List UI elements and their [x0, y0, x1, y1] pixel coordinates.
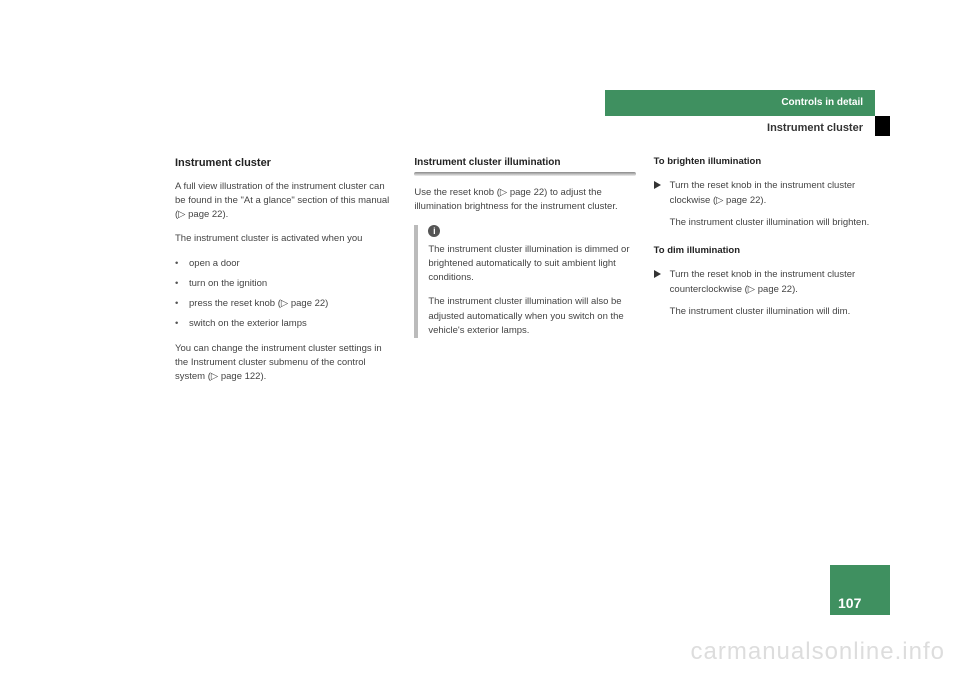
action-result: The instrument cluster illumination will… — [654, 305, 875, 319]
text: page 122). — [218, 371, 266, 382]
watermark: carmanualsonline.info — [691, 638, 945, 666]
paragraph: The instrument cluster illumination will… — [428, 295, 635, 338]
paragraph: The instrument cluster illumination is d… — [428, 243, 635, 286]
action-result: The instrument cluster illumination will… — [654, 216, 875, 230]
column-2: Instrument cluster illumination Use the … — [414, 155, 635, 394]
text: You can change the instrument cluster se… — [175, 343, 382, 383]
thumb-index-mark — [875, 116, 890, 136]
triangle-icon — [654, 181, 661, 189]
paragraph: A full view illustration of the instrume… — [175, 180, 396, 223]
paragraph: You can change the instrument cluster se… — [175, 342, 396, 385]
paragraph: The instrument cluster is activated when… — [175, 232, 396, 246]
text: press the reset knob ( — [189, 298, 281, 309]
column-1: Instrument cluster A full view illustrat… — [175, 155, 396, 394]
info-icon: i — [428, 225, 440, 237]
header-block: Controls in detail Instrument cluster — [605, 90, 875, 134]
procedure-heading: To dim illumination — [654, 244, 875, 258]
list-item: switch on the exterior lamps — [175, 317, 396, 331]
text: page 22). — [723, 195, 766, 206]
content-columns: Instrument cluster A full view illustrat… — [175, 155, 875, 394]
text: page 22). — [755, 284, 798, 295]
subsection-heading: Instrument cluster illumination — [414, 155, 635, 170]
page-number: 107 — [838, 595, 861, 611]
text: Use the reset knob ( — [414, 187, 500, 198]
info-note: i The instrument cluster illumination is… — [414, 225, 635, 339]
column-3: To brighten illumination Turn the reset … — [654, 155, 875, 394]
paragraph: Use the reset knob (▷ page 22) to adjust… — [414, 186, 635, 215]
action-step: Turn the reset knob in the instrument cl… — [654, 268, 875, 297]
chapter-tab: Controls in detail — [605, 90, 875, 116]
list-item: turn on the ignition — [175, 277, 396, 291]
topic-heading: Instrument cluster — [175, 155, 396, 172]
action-step: Turn the reset knob in the instrument cl… — [654, 179, 875, 208]
page-number-box: 107 — [830, 565, 890, 615]
list-item: open a door — [175, 257, 396, 271]
section-title: Instrument cluster — [605, 116, 875, 134]
text: page 22) — [288, 298, 328, 309]
list-item: press the reset knob (▷ page 22) — [175, 297, 396, 311]
procedure-heading: To brighten illumination — [654, 155, 875, 169]
heading-rule — [414, 172, 635, 176]
xref-glyph: ▷ — [748, 284, 755, 295]
triangle-icon — [654, 270, 661, 278]
text: page 22). — [185, 209, 228, 220]
bullet-list: open a door turn on the ignition press t… — [175, 257, 396, 332]
